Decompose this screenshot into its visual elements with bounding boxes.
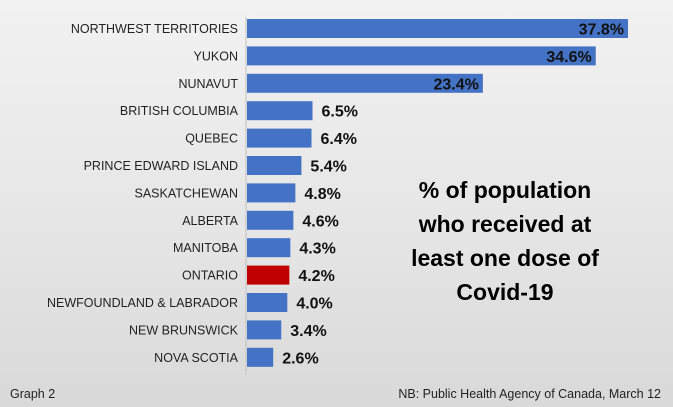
value-label-newfoundland-and-labrador: 4.0% [296, 296, 332, 313]
value-label-yukon: 34.6% [546, 49, 591, 66]
value-label-prince-edward-island: 5.4% [310, 159, 346, 176]
bar-newfoundland-and-labrador [247, 293, 288, 312]
category-label-nova-scotia: NOVA SCOTIA [154, 351, 238, 365]
value-label-quebec: 6.4% [321, 131, 357, 148]
value-label-british-columbia: 6.5% [322, 104, 358, 121]
category-label-new-brunswick: NEW BRUNSWICK [129, 323, 239, 337]
bar-alberta [247, 210, 294, 230]
title-line-3: least one dose of [411, 245, 599, 271]
value-label-northwest-territories: 37.8% [579, 22, 624, 39]
bar-manitoba [247, 238, 291, 258]
bar-nunavut [247, 73, 483, 93]
category-label-yukon: YUKON [194, 49, 238, 63]
category-label-newfoundland-and-labrador: NEWFOUNDLAND & LABRADOR [47, 296, 238, 310]
category-label-nunavut: NUNAVUT [179, 77, 239, 91]
value-label-alberta: 4.6% [302, 213, 338, 230]
bar-yukon [247, 46, 596, 66]
title-line-4: Covid-19 [456, 279, 553, 305]
bar-northwest-territories [247, 19, 628, 38]
bar-nova-scotia [247, 347, 274, 367]
value-label-nunavut: 23.4% [433, 76, 478, 93]
category-label-ontario: ONTARIO [182, 269, 238, 283]
bar-saskatchewan [247, 183, 296, 203]
value-label-manitoba: 4.3% [299, 241, 335, 258]
value-label-ontario: 4.2% [298, 268, 334, 285]
title-line-2: who received at [418, 211, 592, 237]
value-labels: 37.8% 34.6% 23.4% 6.5% 6.4% 5.4% 4.8% 4.6% 4.3% 4… [282, 22, 624, 368]
value-label-new-brunswick: 3.4% [290, 323, 326, 340]
bar-british-columbia [247, 101, 313, 121]
category-label-northwest-territories: NORTHWEST TERRITORIES [71, 22, 238, 36]
title-line-1: % of population [419, 177, 591, 203]
category-label-saskatchewan: SASKATCHEWAN [135, 186, 239, 200]
value-label-nova-scotia: 2.6% [282, 350, 318, 367]
category-label-prince-edward-island: PRINCE EDWARD ISLAND [84, 159, 238, 173]
bar-quebec [247, 128, 312, 148]
chart-title: % of population who received at least on… [411, 177, 599, 305]
bars [247, 19, 628, 367]
bar-ontario [247, 265, 290, 285]
source-note: NB: Public Health Agency of Canada, Marc… [398, 387, 661, 401]
category-labels: NORTHWEST TERRITORIES YUKON NUNAVUT BRITISH… [47, 22, 239, 365]
bar-prince-edward-island [247, 156, 302, 175]
bar-new-brunswick [247, 320, 282, 340]
category-label-quebec: QUEBEC [185, 132, 238, 146]
category-label-manitoba: MANITOBA [173, 241, 239, 255]
category-label-alberta: ALBERTA [182, 214, 238, 228]
category-label-british-columbia: BRITISH COLUMBIA [120, 104, 239, 118]
value-label-saskatchewan: 4.8% [304, 186, 340, 203]
graph-number: Graph 2 [10, 387, 56, 401]
